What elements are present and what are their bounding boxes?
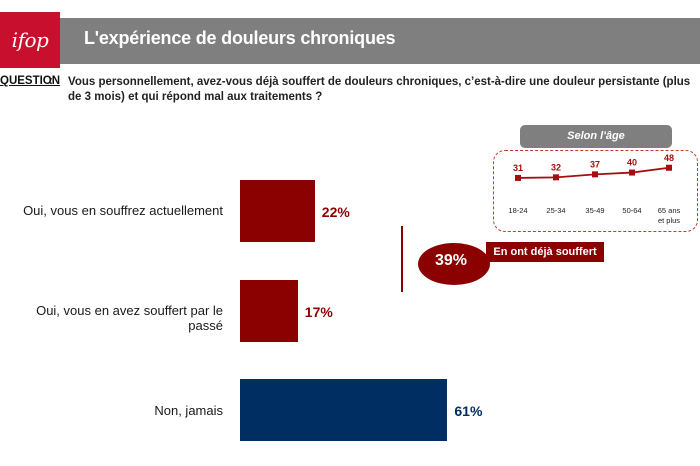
- value-label: 22%: [321, 204, 350, 220]
- age-data-label: 48: [664, 153, 674, 163]
- age-point: [553, 174, 559, 181]
- question-label: QUESTION: [0, 75, 61, 87]
- summary-tag: En ont déjà souffert: [486, 242, 604, 262]
- age-tick-label: 35-49: [585, 206, 604, 215]
- category-label: Oui, vous en avez souffert par le passé: [36, 303, 223, 333]
- age-data-label: 40: [627, 158, 637, 168]
- age-point: [592, 171, 598, 178]
- age-point: [666, 164, 672, 171]
- summary-value: 39%: [434, 252, 468, 269]
- bar: [240, 180, 315, 242]
- age-tick-label: et plus: [658, 216, 680, 225]
- age-data-label: 32: [551, 162, 561, 172]
- page-title: L'expérience de douleurs chroniques: [84, 28, 396, 48]
- category-label: Non, jamais: [154, 403, 223, 418]
- value-label: 17%: [304, 304, 333, 320]
- age-data-label: 37: [590, 159, 600, 169]
- summary-bubble: [418, 243, 490, 285]
- age-panel-title: Selon l'âge: [520, 125, 672, 148]
- age-data-label: 31: [513, 163, 523, 173]
- value-label: 61%: [454, 403, 483, 419]
- age-tick-label: 50-64: [622, 206, 641, 215]
- question-colon: :: [49, 75, 53, 87]
- bar: [240, 379, 448, 441]
- bar: [240, 280, 298, 342]
- header-band: [0, 18, 700, 64]
- age-tick-label: 18-24: [508, 206, 527, 215]
- age-point: [515, 174, 521, 181]
- age-tick-label: 25-34: [546, 206, 565, 215]
- category-label: Oui, vous en souffrez actuellement: [23, 203, 223, 218]
- ifop-logo: ifop: [0, 12, 60, 68]
- age-panel: [493, 150, 698, 232]
- question-text: Vous personnellement, avez-vous déjà sou…: [68, 76, 691, 103]
- age-tick-label: 65 ans: [658, 206, 681, 215]
- age-point: [629, 169, 635, 176]
- bracket-line: [401, 226, 403, 292]
